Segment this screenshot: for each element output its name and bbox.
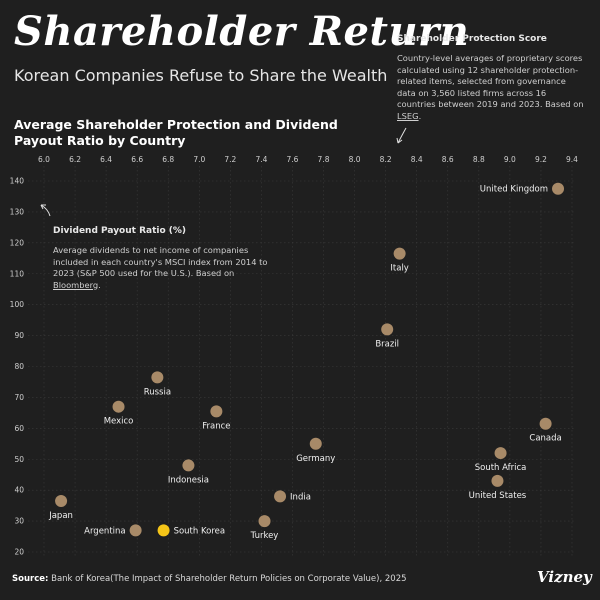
data-points xyxy=(55,182,565,537)
x-note-arrowhead-icon xyxy=(396,137,403,144)
x-tick-label: 8.4 xyxy=(411,155,423,164)
data-label: Mexico xyxy=(104,417,134,427)
data-label: South Korea xyxy=(174,526,226,536)
x-tick-label: 9.2 xyxy=(535,155,547,164)
chart-title: Average Shareholder Protection and Divid… xyxy=(14,117,338,148)
y-tick-label: 30 xyxy=(14,517,24,526)
data-label: Turkey xyxy=(250,531,279,541)
x-tick-label: 8.6 xyxy=(442,155,454,164)
data-label: Brazil xyxy=(375,339,399,349)
x-axis-note-text: Country-level averages of proprietary sc… xyxy=(397,53,587,122)
data-point-turkey[interactable] xyxy=(258,515,271,528)
data-point-italy[interactable] xyxy=(393,247,406,260)
x-tick-label: 9.0 xyxy=(504,155,516,164)
y-note-arrowhead-icon xyxy=(40,204,46,210)
data-label: France xyxy=(202,421,230,431)
x-tick-label: 8.8 xyxy=(473,155,485,164)
y-tick-label: 70 xyxy=(14,393,24,402)
y-tick-label: 60 xyxy=(14,424,24,433)
x-tick-label: 6.4 xyxy=(100,155,112,164)
y-tick-label: 100 xyxy=(10,300,25,309)
x-note-arrow-icon xyxy=(397,127,407,144)
x-axis-note-body: Country-level averages of proprietary sc… xyxy=(397,53,584,109)
y-axis-note-end: . xyxy=(98,279,101,290)
x-axis-note-end: . xyxy=(418,110,422,121)
data-label: United Kingdom xyxy=(480,185,548,195)
x-axis-note-title: Shareholder Protection Score xyxy=(397,34,547,44)
x-tick-label: 7.4 xyxy=(255,155,267,164)
x-tick-label: 9.4 xyxy=(566,155,578,164)
x-tick-label: 8.2 xyxy=(380,155,392,164)
data-point-south-korea[interactable] xyxy=(157,524,170,537)
y-axis-note-body: Average dividends to net income of compa… xyxy=(53,245,268,278)
x-tick-label: 7.8 xyxy=(318,155,330,164)
y-note-arrow-icon xyxy=(40,204,51,217)
y-axis-note: Dividend Payout Ratio (%) Average divide… xyxy=(53,226,283,291)
data-label: Canada xyxy=(529,434,561,444)
source-label: Source: xyxy=(12,574,49,584)
y-tick-label: 50 xyxy=(14,455,24,464)
data-point-united-states[interactable] xyxy=(491,474,504,487)
y-tick-label: 20 xyxy=(14,548,24,557)
grid xyxy=(28,166,575,556)
data-point-brazil[interactable] xyxy=(381,323,394,336)
x-tick-label: 6.2 xyxy=(69,155,81,164)
data-labels: United Kingdom Italy Brazil Russia Mexico Fra… xyxy=(48,185,562,541)
y-tick-label: 130 xyxy=(10,207,25,216)
data-label: United States xyxy=(469,491,527,501)
annotation-arrows xyxy=(40,127,407,217)
data-point-japan[interactable] xyxy=(55,494,68,507)
y-tick-label: 140 xyxy=(10,177,25,186)
lseg-link[interactable]: LSEG xyxy=(397,110,419,121)
data-label: South Africa xyxy=(475,463,527,473)
x-axis-note: Shareholder Protection Score Country-lev… xyxy=(397,34,587,122)
data-point-germany[interactable] xyxy=(309,437,322,450)
brand-logo: Vizney xyxy=(537,568,592,586)
data-point-france[interactable] xyxy=(210,405,223,418)
data-label: Indonesia xyxy=(168,475,209,485)
data-label: Argentina xyxy=(84,526,125,536)
y-tick-label: 40 xyxy=(14,486,24,495)
data-point-mexico[interactable] xyxy=(112,400,125,413)
x-tick-label: 6.6 xyxy=(131,155,143,164)
data-point-argentina[interactable] xyxy=(129,524,142,537)
data-point-united-kingdom[interactable] xyxy=(552,182,565,195)
page-title: Shareholder Return xyxy=(14,8,470,55)
x-tick-label: 7.6 xyxy=(287,155,299,164)
data-label: Japan xyxy=(48,511,73,521)
y-tick-label: 90 xyxy=(14,331,24,340)
y-tick-labels: 20 30 40 50 60 70 80 90 100 110 120 130 140 xyxy=(10,177,25,557)
x-tick-label: 7.2 xyxy=(224,155,236,164)
source-text: Bank of Korea(The Impact of Shareholder … xyxy=(51,574,407,584)
data-label: Russia xyxy=(144,387,171,397)
data-point-canada[interactable] xyxy=(539,417,552,430)
data-point-russia[interactable] xyxy=(151,371,164,384)
x-tick-label: 8.0 xyxy=(349,155,361,164)
data-point-south-africa[interactable] xyxy=(494,447,507,460)
y-axis-note-text: Average dividends to net income of compa… xyxy=(53,245,283,291)
y-tick-label: 80 xyxy=(14,362,24,371)
y-axis-note-title: Dividend Payout Ratio (%) xyxy=(53,226,187,236)
y-tick-label: 120 xyxy=(10,238,25,247)
source-note: Source: Bank of Korea(The Impact of Shar… xyxy=(12,574,407,584)
data-point-indonesia[interactable] xyxy=(182,459,195,472)
data-label: Italy xyxy=(390,264,408,274)
y-tick-label: 110 xyxy=(10,269,25,278)
page-subtitle: Korean Companies Refuse to Share the Wea… xyxy=(14,66,388,85)
data-label: Germany xyxy=(296,454,335,464)
x-tick-label: 6.0 xyxy=(38,155,50,164)
x-tick-label: 6.8 xyxy=(162,155,174,164)
x-tick-label: 7.0 xyxy=(193,155,205,164)
x-tick-labels: 6.0 6.2 6.4 6.6 6.8 7.0 7.2 7.4 7.6 7.8 8.0 8.2 8.4 8… xyxy=(38,155,578,164)
data-label: India xyxy=(290,492,311,502)
bloomberg-link[interactable]: Bloomberg xyxy=(53,279,99,290)
data-point-india[interactable] xyxy=(274,490,287,503)
